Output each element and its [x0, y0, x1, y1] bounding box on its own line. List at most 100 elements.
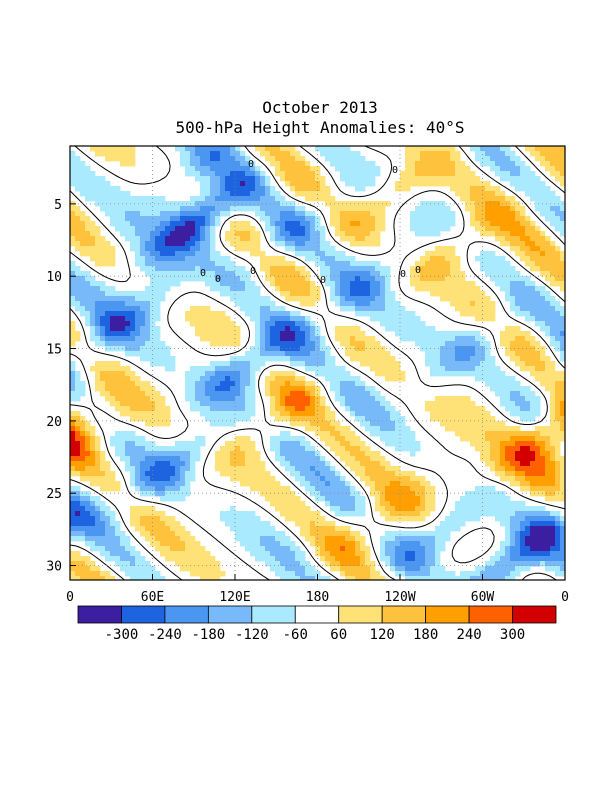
anomaly-cell — [490, 486, 496, 492]
anomaly-cell — [120, 291, 126, 297]
anomaly-cell — [240, 246, 246, 252]
anomaly-cell — [95, 301, 101, 307]
anomaly-cell — [100, 236, 106, 242]
anomaly-cell — [80, 236, 86, 242]
anomaly-cell — [380, 321, 386, 327]
anomaly-cell — [225, 256, 231, 262]
anomaly-cell — [340, 156, 346, 162]
anomaly-cell — [165, 421, 171, 427]
anomaly-cell — [215, 286, 221, 292]
anomaly-cell — [165, 456, 171, 462]
anomaly-cell — [160, 406, 166, 412]
anomaly-cell — [135, 406, 141, 412]
anomaly-cell — [500, 331, 506, 337]
anomaly-cell — [85, 306, 91, 312]
anomaly-cell — [495, 221, 501, 227]
anomaly-cell — [480, 306, 486, 312]
anomaly-cell — [410, 511, 416, 517]
anomaly-cell — [320, 256, 326, 262]
anomaly-cell — [105, 471, 111, 477]
anomaly-cell — [240, 206, 246, 212]
anomaly-cell — [180, 481, 186, 487]
anomaly-cell — [95, 336, 101, 342]
anomaly-cell — [415, 476, 421, 482]
anomaly-cell — [365, 301, 371, 307]
anomaly-cell — [560, 286, 565, 292]
anomaly-cell — [215, 251, 221, 257]
anomaly-cell — [530, 436, 536, 442]
anomaly-cell — [415, 151, 421, 157]
anomaly-cell — [330, 281, 336, 287]
anomaly-cell — [345, 446, 351, 452]
anomaly-cell — [350, 531, 356, 537]
anomaly-cell — [285, 161, 291, 167]
anomaly-cell — [555, 531, 561, 537]
anomaly-cell — [285, 311, 291, 317]
anomaly-cell — [520, 411, 526, 417]
anomaly-cell — [70, 296, 76, 302]
anomaly-cell — [295, 326, 301, 332]
anomaly-cell — [435, 156, 441, 162]
anomaly-cell — [390, 441, 396, 447]
anomaly-cell — [135, 381, 141, 387]
anomaly-cell — [260, 521, 266, 527]
anomaly-cell — [385, 516, 391, 522]
anomaly-cell — [285, 391, 291, 397]
anomaly-cell — [365, 311, 371, 317]
anomaly-cell — [250, 186, 256, 192]
anomaly-cell — [460, 511, 466, 517]
anomaly-cell — [130, 221, 136, 227]
anomaly-cell — [180, 531, 186, 537]
anomaly-cell — [500, 146, 506, 152]
anomaly-cell — [240, 466, 246, 472]
anomaly-cell — [215, 221, 221, 227]
anomaly-cell — [190, 251, 196, 257]
anomaly-cell — [280, 341, 286, 347]
anomaly-cell — [445, 341, 451, 347]
anomaly-cell — [245, 301, 251, 307]
anomaly-cell — [530, 346, 536, 352]
anomaly-cell — [345, 151, 351, 157]
anomaly-cell — [250, 196, 256, 202]
anomaly-cell — [350, 281, 356, 287]
anomaly-cell — [365, 171, 371, 177]
anomaly-cell — [555, 381, 561, 387]
anomaly-cell — [525, 226, 531, 232]
anomaly-cell — [510, 266, 516, 272]
anomaly-cell — [395, 446, 401, 452]
anomaly-cell — [480, 226, 486, 232]
anomaly-cell — [160, 491, 166, 497]
anomaly-cell — [440, 151, 446, 157]
anomaly-cell — [500, 191, 506, 197]
anomaly-cell — [345, 451, 351, 457]
anomaly-cell — [460, 366, 466, 372]
anomaly-cell — [265, 256, 271, 262]
anomaly-cell — [430, 181, 436, 187]
anomaly-cell — [100, 536, 106, 542]
anomaly-cell — [195, 211, 201, 217]
anomaly-cell — [145, 476, 151, 482]
anomaly-cell — [520, 481, 526, 487]
anomaly-cell — [245, 171, 251, 177]
anomaly-cell — [90, 191, 96, 197]
anomaly-cell — [510, 241, 516, 247]
anomaly-cell — [185, 221, 191, 227]
anomaly-cell — [330, 526, 336, 532]
anomaly-cell — [185, 481, 191, 487]
anomaly-cell — [295, 156, 301, 162]
anomaly-cell — [500, 371, 506, 377]
anomaly-cell — [340, 261, 346, 267]
anomaly-cell — [360, 456, 366, 462]
anomaly-cell — [250, 486, 256, 492]
anomaly-cell — [540, 316, 546, 322]
anomaly-cell — [555, 441, 561, 447]
anomaly-cell — [310, 391, 316, 397]
anomaly-cell — [110, 526, 116, 532]
anomaly-cell — [255, 356, 261, 362]
anomaly-cell — [550, 171, 556, 177]
anomaly-cell — [260, 466, 266, 472]
anomaly-cell — [110, 361, 116, 367]
anomaly-cell — [205, 326, 211, 332]
anomaly-cell — [465, 291, 471, 297]
anomaly-cell — [475, 256, 481, 262]
